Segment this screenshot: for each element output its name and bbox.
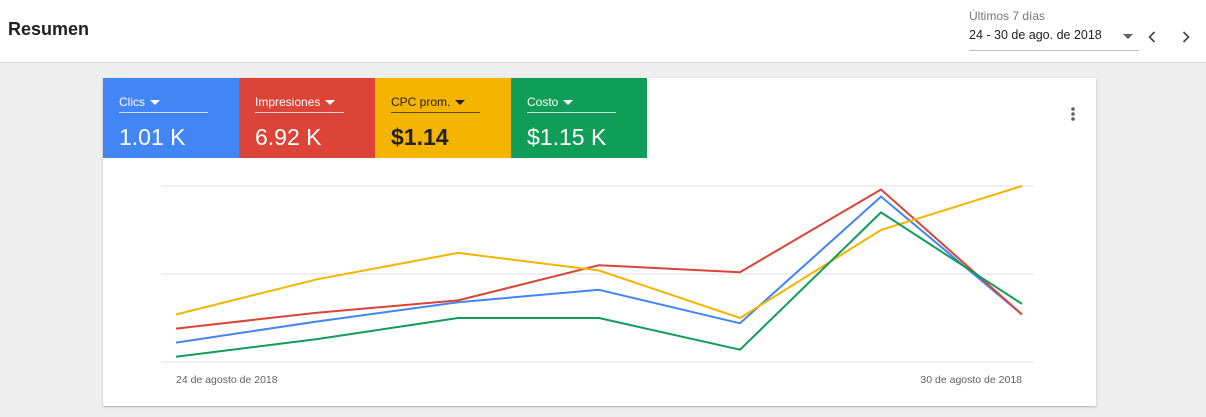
x-tick-label-end: 30 de agosto de 2018 (920, 374, 1022, 386)
metric-costo-value: $1.15 K (527, 124, 607, 150)
metric-impresiones-value: 6.92 K (255, 124, 322, 150)
series-line-clics (175, 195, 1023, 344)
dropdown-arrow-icon (150, 99, 160, 105)
metric-clics-label[interactable]: Clics (119, 95, 160, 111)
chart-series-lines (175, 185, 1023, 358)
date-range-select[interactable]: 24 - 30 de ago. de 2018 (969, 24, 1139, 51)
summary-card: Clics 1.01 K Impresiones 6.92 K CPC prom… (103, 78, 1096, 406)
metric-underline (391, 112, 480, 113)
metric-underline (255, 112, 344, 113)
series-line-impresiones (175, 188, 1023, 330)
metric-underline (527, 112, 616, 113)
metric-impresiones-label[interactable]: Impresiones (255, 95, 336, 111)
metric-clics[interactable]: Clics 1.01 K (103, 78, 239, 158)
series-line-costo (175, 211, 1023, 358)
chart-grid (161, 185, 1034, 363)
next-period-button[interactable] (1174, 25, 1198, 49)
metric-costo[interactable]: Costo $1.15 K (511, 78, 647, 158)
metric-clics-value: 1.01 K (119, 124, 186, 150)
dropdown-arrow-icon (455, 99, 466, 105)
more-options-button[interactable] (1065, 102, 1081, 126)
metric-impresiones-label-text: Impresiones (255, 95, 321, 109)
metric-cpc-label-text: CPC prom. (391, 95, 451, 109)
metric-underline (119, 112, 208, 113)
previous-period-button[interactable] (1140, 25, 1164, 49)
chevron-right-icon (1182, 31, 1190, 43)
metric-impresiones[interactable]: Impresiones 6.92 K (239, 78, 375, 158)
dropdown-arrow-icon (325, 99, 336, 105)
dropdown-arrow-icon (563, 99, 574, 105)
metric-cpc[interactable]: CPC prom. $1.14 (375, 78, 511, 158)
chevron-left-icon (1148, 31, 1156, 43)
page-title: Resumen (8, 19, 90, 39)
performance-line-chart: 24 de agosto de 2018 30 de agosto de 201… (161, 185, 1034, 386)
metric-costo-label-text: Costo (527, 95, 559, 109)
caret-down-icon (1123, 34, 1133, 39)
date-range-value: 24 - 30 de ago. de 2018 (969, 28, 1102, 42)
top-bar: Resumen Últimos 7 días 24 - 30 de ago. d… (0, 0, 1206, 63)
date-range-label: Últimos 7 días (969, 9, 1046, 23)
metric-clics-label-text: Clics (119, 95, 145, 109)
more-vert-icon (1071, 107, 1075, 121)
series-line-cpc-prom (175, 185, 1023, 319)
metric-costo-label[interactable]: Costo (527, 95, 574, 111)
metric-cpc-value: $1.14 (391, 124, 449, 150)
metric-cpc-label[interactable]: CPC prom. (391, 95, 466, 111)
x-tick-label-start: 24 de agosto de 2018 (176, 374, 278, 386)
